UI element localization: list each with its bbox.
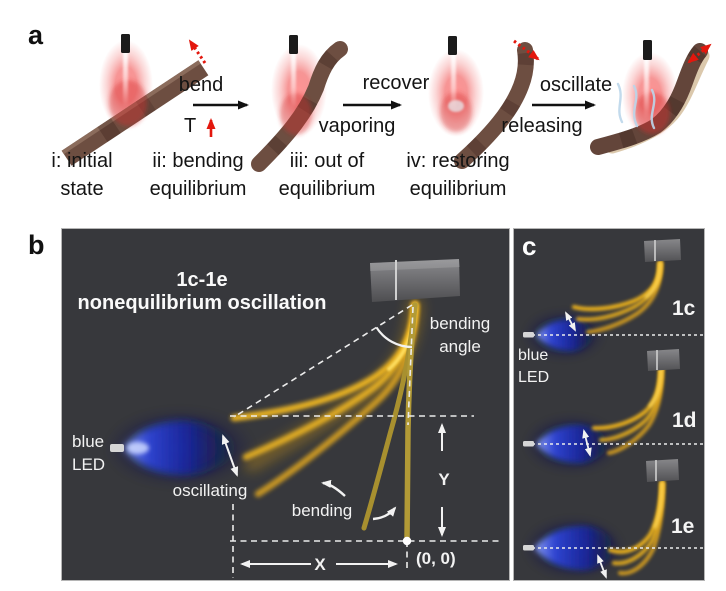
oscillating-arrow	[597, 554, 607, 579]
light-beam	[123, 50, 128, 108]
clamp-block	[644, 239, 681, 262]
bending-angle-label: bending	[429, 314, 491, 333]
stage-iii	[428, 36, 540, 169]
scene-1d-label: 1d	[672, 409, 697, 432]
transition-label-temperature: T	[184, 115, 197, 137]
light-beam	[644, 58, 649, 120]
bending-label: bending	[291, 501, 353, 520]
panel-b-title-line2: nonequilibrium oscillation	[77, 292, 327, 314]
stage-caption: equilibrium	[278, 178, 376, 200]
clamp-block	[647, 349, 680, 371]
scene-1d	[523, 349, 704, 472]
stage-caption: equilibrium	[149, 178, 247, 200]
fiber-fan	[571, 260, 664, 335]
panel-b-title-line1: 1c-1e	[176, 269, 228, 291]
actuator-strip	[590, 43, 708, 155]
y-axis-label: Y	[438, 470, 450, 489]
laser-spot	[280, 93, 312, 135]
clamp-bar	[448, 36, 457, 55]
oscillating-label: oscillating	[172, 481, 248, 500]
stage-caption: iii: out of	[289, 150, 365, 172]
led-chip	[523, 332, 534, 338]
red-oscillation-arrow	[687, 43, 712, 64]
stage-caption: iv: restoring	[406, 150, 510, 172]
transition-label-recover: recover	[362, 72, 430, 94]
clamp-bar	[121, 34, 130, 53]
blue-led-label: LED	[518, 369, 550, 386]
diagonal-dashed-line	[233, 304, 413, 418]
panel-b: 1c-1e nonequilibrium oscillation bending…	[61, 228, 510, 581]
blue-led-label: blue	[518, 347, 549, 364]
transition-label-oscillate: oscillate	[539, 74, 613, 96]
stage-i	[61, 34, 209, 166]
blue-led-label: LED	[72, 455, 106, 474]
fiber-bundle	[230, 297, 423, 498]
oscillating-arrow	[565, 311, 576, 332]
led-chip	[110, 444, 124, 452]
x-axis-label: X	[314, 555, 326, 574]
panel-b-graphics	[106, 259, 502, 578]
light-beam	[291, 52, 296, 110]
stage-iv	[590, 40, 712, 155]
panel-c-label: c	[522, 231, 537, 261]
oscillating-arrow	[582, 429, 592, 457]
red-oscillation-arrow	[188, 39, 207, 64]
panel-a-label: a	[28, 20, 44, 50]
light-beam	[451, 53, 456, 113]
oscillating-arrow	[221, 434, 239, 477]
clamp-block	[646, 459, 679, 482]
actuator-strip	[454, 42, 534, 169]
panel-a-graphics	[61, 34, 712, 172]
clamp-bar	[643, 40, 652, 60]
led-chip	[523, 441, 534, 447]
bending-angle-label: angle	[439, 337, 481, 356]
scene-1c	[523, 239, 704, 359]
clamp-bar	[289, 35, 298, 54]
scene-1e	[523, 459, 704, 579]
stage-ii	[251, 35, 348, 172]
panel-c-graphics	[523, 239, 704, 579]
led-chip	[523, 545, 534, 551]
panel-b-label: b	[28, 230, 45, 260]
stage-caption: state	[60, 178, 104, 200]
blue-led-cone	[106, 410, 254, 486]
vapor-wisps	[616, 82, 656, 130]
bending-arrows	[321, 479, 397, 521]
fiber-fan	[607, 480, 666, 576]
panel-c: c 1c 1d 1e blue LED	[513, 228, 705, 581]
scene-1c-label: 1c	[672, 297, 696, 320]
vertical-dashed-line	[407, 306, 414, 426]
clamp-block	[370, 259, 460, 302]
scene-1e-label: 1e	[671, 515, 695, 538]
bending-angle-arc	[375, 326, 413, 349]
construction-lines	[230, 304, 502, 578]
transition-label-bend: bend	[178, 74, 224, 96]
transition-label-releasing: releasing	[501, 115, 583, 137]
stage-caption: i: initial	[51, 150, 113, 172]
stage-caption: equilibrium	[409, 178, 507, 200]
panel-a: a bend T recover vaporing oscillate rele…	[0, 0, 726, 228]
actuator-strip	[251, 41, 348, 172]
fiber-fan	[591, 365, 665, 456]
stage-caption: ii: bending	[152, 150, 244, 172]
blue-led-label: blue	[72, 432, 105, 451]
origin-label: (0, 0)	[416, 549, 456, 568]
transition-label-vaporing: vaporing	[318, 115, 396, 137]
origin-dot	[402, 536, 412, 546]
